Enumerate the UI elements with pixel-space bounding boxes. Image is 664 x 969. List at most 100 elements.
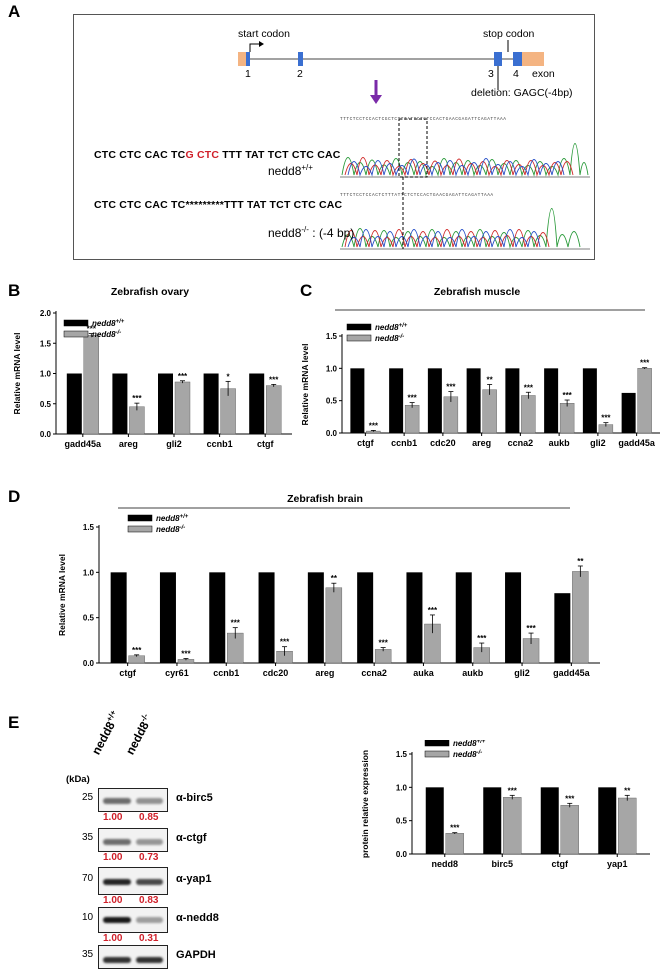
x-tick-label: birc5 — [491, 859, 513, 869]
bar-knockout — [174, 381, 191, 435]
legend-knockout-label: nedd8-/- — [156, 525, 185, 534]
bar-wildtype — [350, 368, 365, 433]
x-tick-label: gli2 — [590, 438, 606, 448]
bar-wildtype — [554, 593, 571, 663]
bar-wildtype — [582, 368, 597, 433]
legend-knockout-label: nedd8-/- — [453, 750, 482, 759]
significance-mark: *** — [524, 383, 534, 392]
legend-knockout-swatch — [346, 334, 372, 342]
bar-knockout — [521, 395, 536, 434]
bar-wildtype — [159, 572, 176, 663]
significance-mark: *** — [369, 421, 379, 430]
bar-knockout — [482, 389, 497, 434]
antibody-label: α-yap1 — [176, 873, 212, 885]
x-tick-label: aukb — [549, 438, 571, 448]
significance-mark: *** — [450, 824, 460, 833]
significance-mark: *** — [565, 794, 575, 803]
significance-mark: *** — [477, 634, 487, 643]
mutant-sequence: CTC CTC CAC TC*********TTT TAT TCT CTC C… — [94, 199, 343, 211]
chromatogram-wildtype — [340, 143, 590, 178]
panel-label-d: D — [8, 487, 21, 506]
y-tick-label: 0.0 — [83, 659, 95, 668]
bar-knockout — [618, 797, 637, 855]
significance-mark: ** — [624, 786, 631, 795]
blot-image — [98, 828, 168, 852]
chromatogram-mutant — [340, 208, 590, 250]
legend-wildtype-swatch — [346, 323, 372, 331]
bar-wildtype — [455, 572, 472, 663]
utr-3 — [522, 52, 544, 66]
bar-wildtype — [505, 572, 522, 663]
bar-knockout — [559, 403, 575, 434]
start-codon-label: start codon — [238, 28, 290, 40]
band-knockout — [136, 797, 163, 804]
bar-knockout — [637, 368, 652, 434]
western-blot: nedd8+/+ nedd8-/- (kDa) 25 α-birc5 1.00 0.85 35… — [0, 709, 350, 969]
significance-mark: *** — [640, 359, 650, 368]
blot-kda-marker: 70 — [82, 873, 94, 884]
blot-kda-marker: 35 — [82, 949, 94, 960]
bar-knockout — [404, 404, 420, 434]
bar-knockout — [503, 797, 522, 855]
significance-mark: *** — [132, 646, 142, 655]
quant-knockout: 0.85 — [139, 812, 159, 823]
x-tick-label: cdc20 — [263, 668, 289, 678]
panel-label-a: A — [8, 2, 21, 21]
lane-label: nedd8-/- — [122, 712, 152, 758]
x-tick-label: gadd45a — [65, 439, 103, 449]
legend-knockout-swatch — [424, 750, 450, 758]
deletion-box — [398, 118, 428, 178]
bar-knockout — [443, 396, 459, 434]
x-tick-label: auka — [413, 668, 435, 678]
bar-knockout — [129, 406, 145, 435]
x-tick-label: ctgf — [357, 438, 375, 448]
y-tick-label: 0.5 — [83, 614, 95, 623]
chart-title: Zebrafish brain — [287, 493, 363, 505]
bar-wildtype — [158, 373, 173, 434]
bar-wildtype — [505, 368, 520, 433]
bar-wildtype — [425, 787, 444, 854]
x-tick-label: ctgf — [257, 439, 275, 449]
panel-label-b: B — [8, 281, 21, 300]
quant-knockout: 0.83 — [139, 895, 159, 906]
legend-wildtype-swatch — [63, 319, 89, 327]
utr-5 — [238, 52, 246, 66]
bar-wildtype — [112, 373, 128, 434]
y-tick-label: 1.0 — [40, 370, 52, 379]
chart-protein: 0.0 0.5 1.0 1.5 protein relative expression *… — [360, 740, 650, 869]
y-tick-label: 0.5 — [396, 817, 408, 826]
significance-mark: *** — [601, 414, 611, 423]
bar-wildtype — [110, 572, 127, 663]
legend-wildtype-swatch — [127, 514, 153, 522]
quant-knockout: 0.31 — [139, 933, 159, 944]
mutant-genotype: nedd8-/- : (-4 bp) — [268, 225, 355, 240]
bar-knockout — [83, 335, 100, 435]
bar-wildtype — [466, 368, 481, 433]
y-tick-label: 1.5 — [40, 339, 52, 348]
antibody-label: α-ctgf — [176, 832, 207, 844]
bar-wildtype — [203, 373, 219, 434]
x-tick-label: ctgf — [119, 668, 137, 678]
bar-wildtype — [389, 368, 404, 433]
kda-label: (kDa) — [66, 774, 90, 785]
bar-knockout — [560, 805, 579, 855]
x-tick-label: gli2 — [514, 668, 530, 678]
exon-2 — [298, 52, 303, 66]
significance-mark: *** — [428, 606, 438, 615]
y-axis-label: Relative mRNA level — [12, 333, 22, 415]
legend-knockout-swatch — [127, 525, 153, 533]
legend-knockout-label: nedd8-/- — [92, 330, 121, 339]
significance-mark: *** — [407, 394, 417, 403]
significance-mark: *** — [526, 624, 536, 633]
significance-mark: ** — [577, 557, 584, 566]
y-tick-label: 1.0 — [326, 364, 338, 373]
exon-number-3: 3 — [488, 68, 494, 80]
bar-wildtype — [66, 373, 82, 434]
legend-wildtype-label: nedd8+/+ — [92, 319, 125, 328]
bar-wildtype — [621, 392, 636, 433]
band-knockout — [136, 878, 163, 885]
y-tick-label: 0.5 — [40, 400, 52, 409]
x-tick-label: areg — [119, 439, 138, 449]
stop-codon-label: stop codon — [483, 28, 535, 40]
legend-wildtype-label: nedd8+/+ — [453, 740, 486, 748]
